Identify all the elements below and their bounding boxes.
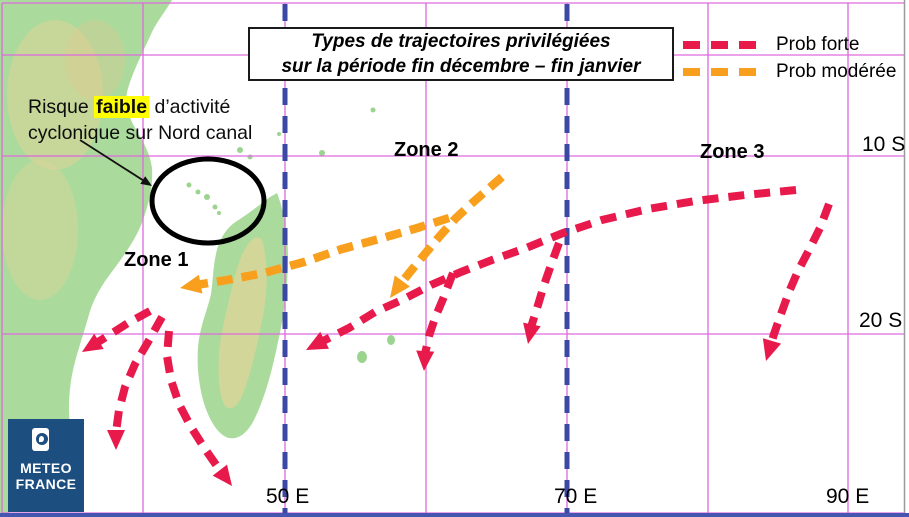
africa-landmass [0,0,172,513]
traj-forte-east-recurve-zone3-arrowhead [762,338,782,361]
traj-forte-channel-west-arrowhead [82,333,104,352]
zone-label-3: Zone 3 [700,141,765,163]
title-box: Types de trajectoires privilégiées sur l… [248,27,674,81]
traj-forte-main-east-to-southwest [314,186,797,349]
traj-forte-channel-southeast-arrowhead [212,464,232,486]
risk-annotation: Risque faible d’activité cyclonique sur … [28,94,318,146]
traj-moderee-to-zone1 [190,213,451,291]
trajectory-arrows [79,139,833,486]
island-speck [387,335,395,345]
prob-moderee-dash-swatch [683,67,763,76]
risk-highlight: faible [94,96,150,118]
risk-ellipse [149,156,267,246]
legend-label-prob-moderee: Prob modérée [776,60,897,82]
traj-forte-channel-south [112,315,166,439]
madagascar-highlands [218,237,267,409]
terrain-patch [2,160,78,300]
title-line1: Types de trajectoires privilégiées [311,31,611,52]
title-line2: sur la période fin décembre – fin janvie… [281,56,641,77]
island-speck [204,194,210,200]
logo-text-france: FRANCE [15,476,77,492]
annotation-arrow-arrowhead [140,176,152,186]
terrain-patch [65,20,125,100]
island-speck [277,132,281,136]
zone-label-2: Zone 2 [394,139,459,161]
island-speck [237,147,243,153]
traj-forte-main-east-to-southwest-arrowhead [306,331,329,350]
meteo-france-logo-glyph [32,428,49,451]
traj-forte-east-recurve-zone3 [765,202,833,352]
island-speck [357,351,367,363]
island-speck [319,150,325,156]
lon-label-90e: 90 E [826,485,870,508]
logo-text-meteo: METEO [20,460,72,476]
risk-text-after: d’activité [149,96,231,118]
logo-glyph-comma [39,436,44,442]
zone-label-1: Zone 1 [124,249,189,271]
prob-forte-dash-swatch [683,40,763,49]
legend-label-prob-forte: Prob forte [776,33,860,55]
traj-moderee-northeast-to-southwest-arrowhead [390,275,410,298]
risk-text-line2: cyclonique sur Nord canal [28,122,253,144]
traj-forte-branch-south-60e-arrowhead [416,350,435,371]
traj-moderee-to-zone1-arrowhead [180,274,203,294]
island-speck [186,182,192,188]
traj-forte-branch-south-63e-arrowhead [523,322,541,344]
lat-label-20s: 20 S [859,309,903,332]
lon-label-50e: 50 E [266,485,310,508]
bottom-edge-strip [0,513,909,517]
island-speck [247,154,253,160]
island-speck [217,211,221,215]
legend-item-prob-moderee: Prob modérée [683,58,909,85]
madagascar-island [197,193,288,439]
traj-forte-channel-southeast [162,330,229,480]
lon-label-70e: 70 E [554,485,598,508]
terrain-patch [7,20,103,170]
risk-text-before: Risque [28,96,95,118]
traj-forte-channel-south-arrowhead [107,430,125,450]
legend: Prob forte Prob modérée [683,31,909,85]
meteo-france-logo: METEO FRANCE [8,419,84,512]
lat-label-10s: 10 S [862,133,906,156]
island-speck [370,107,376,113]
legend-item-prob-forte: Prob forte [683,31,909,58]
annotation-arrow [79,139,148,184]
traj-moderee-northeast-to-southwest [393,173,505,292]
island-speck [195,189,201,195]
island-speck [212,204,218,210]
dashed-meridians [282,4,570,513]
